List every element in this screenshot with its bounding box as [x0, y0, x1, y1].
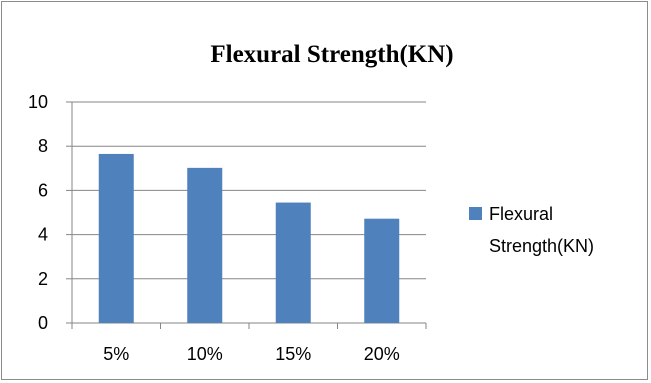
y-tick-label-8: 8	[38, 136, 48, 156]
bar-10pct	[187, 167, 223, 323]
bar-15pct	[275, 202, 311, 323]
x-axis-tick-labels: 5% 10% 15% 20%	[103, 344, 400, 364]
bar-5pct	[98, 153, 134, 323]
y-tick-label-6: 6	[38, 180, 48, 200]
bars	[98, 153, 400, 323]
x-tick-label-15pct: 15%	[275, 344, 311, 364]
x-tick-label-5pct: 5%	[103, 344, 129, 364]
y-tick-label-4: 4	[38, 225, 48, 245]
x-tick-label-20pct: 20%	[364, 344, 400, 364]
y-axis-tick-labels: 0 2 4 6 8 10	[28, 92, 48, 333]
y-tick-label-2: 2	[38, 269, 48, 289]
legend-label-line-1: Flexural	[489, 204, 553, 224]
bar-20pct	[364, 218, 400, 323]
y-tick-label-0: 0	[38, 313, 48, 333]
legend-swatch	[469, 207, 482, 220]
chart-title: Flexural Strength(KN)	[210, 41, 453, 68]
legend: Flexural Strength(KN)	[469, 204, 594, 256]
x-tick-label-10pct: 10%	[187, 344, 223, 364]
legend-label-line-2: Strength(KN)	[489, 236, 594, 256]
y-tick-label-10: 10	[28, 92, 48, 112]
